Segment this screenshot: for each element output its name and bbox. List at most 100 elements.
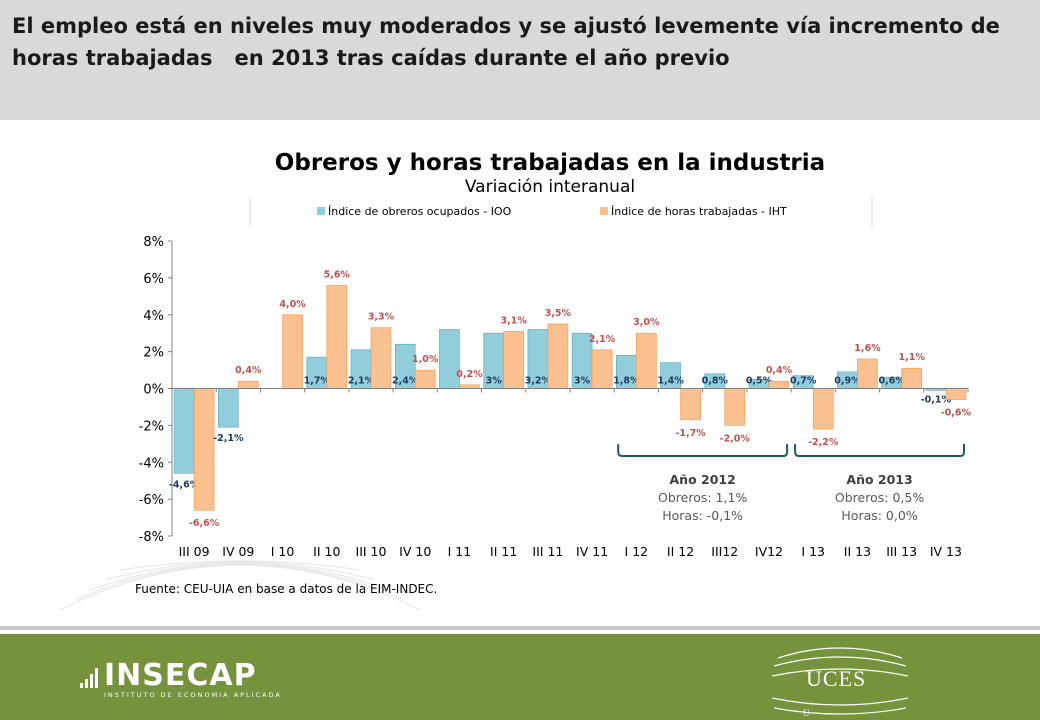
data-label-ioo: 1,8% <box>613 376 640 387</box>
data-label-ioo: 0,5% <box>746 376 773 387</box>
data-label-iht: 0,2% <box>456 369 483 380</box>
y-tick-label: -6% <box>139 493 164 508</box>
data-label-iht: 4,0% <box>279 299 306 310</box>
bar-iht <box>591 349 613 389</box>
legend-label-iht: Índice de horas trabajadas - IHT <box>611 205 787 218</box>
data-label-iht: 1,1% <box>898 352 925 363</box>
annotation-title: Año 2013 <box>846 472 912 487</box>
data-label-ioo: 2,4% <box>392 376 419 387</box>
annotation-line: Obreros: 1,1% <box>658 490 747 505</box>
bar-iht <box>459 384 480 389</box>
bar-ioo <box>218 388 239 428</box>
bar-iht <box>193 388 215 511</box>
data-label-iht: -2,2% <box>808 437 839 448</box>
y-tick-label: -4% <box>139 456 164 471</box>
x-tick-label: IV 09 <box>222 544 254 559</box>
y-tick-label: -2% <box>139 419 164 434</box>
data-label-iht: 3,5% <box>545 308 572 319</box>
bar-iht <box>503 331 524 389</box>
uces-logo-small: U <box>803 708 810 718</box>
bar-iht <box>812 388 834 430</box>
x-tick-label: II 12 <box>667 544 694 559</box>
slide-headline: El empleo está en niveles muy moderados … <box>12 14 1008 70</box>
data-label-iht: -0,6% <box>941 408 972 419</box>
data-label-ioo: 0,9% <box>834 376 861 387</box>
bar-iht <box>370 327 392 389</box>
x-tick-label: III 11 <box>532 544 563 559</box>
data-label-iht: 0,4% <box>235 365 262 376</box>
bar-iht <box>857 358 878 389</box>
data-label-iht: 3,0% <box>633 317 660 328</box>
uces-logo: UCES U <box>760 636 920 720</box>
data-label-iht: -6,6% <box>189 518 220 529</box>
data-label-iht: 3,3% <box>368 312 395 323</box>
x-tick-label: III 10 <box>356 544 387 559</box>
x-tick-label: IV 11 <box>576 544 608 559</box>
data-label-iht: 5,6% <box>324 269 351 280</box>
x-tick-label: III12 <box>711 544 738 559</box>
annotation-line: Horas: 0,0% <box>841 508 917 523</box>
annotation-bracket <box>617 444 789 457</box>
chart-legend: Índice de obreros ocupados - IOO Índice … <box>249 197 873 227</box>
data-label-iht: -1,7% <box>675 428 706 439</box>
footer-band <box>0 634 1040 720</box>
annotation-line: Horas: -0,1% <box>662 508 743 523</box>
annotation-line: Obreros: 0,5% <box>835 490 924 505</box>
data-label-ioo: 3% <box>574 376 591 387</box>
chart-title: Obreros y horas trabajadas en la industr… <box>275 150 825 176</box>
data-label-ioo: 3% <box>486 376 503 387</box>
y-tick-label: 2% <box>143 346 164 361</box>
data-label-ioo: -0,1% <box>921 395 952 406</box>
x-tick-label: IV 10 <box>399 544 431 559</box>
bar-iht <box>901 367 922 389</box>
x-tick-label: I 13 <box>801 544 825 559</box>
bar-iht <box>238 380 259 389</box>
data-label-ioo: 1,7% <box>304 376 331 387</box>
uces-logo-name: UCES <box>806 666 867 691</box>
data-label-iht: -2,0% <box>720 433 751 444</box>
data-label-ioo: 0,8% <box>702 376 729 387</box>
bar-iht <box>680 388 701 421</box>
annotation-title: Año 2012 <box>670 472 736 487</box>
footer-divider <box>0 626 1040 630</box>
bar-iht <box>326 284 348 389</box>
chart-subtitle: Variación interanual <box>465 177 635 197</box>
data-label-ioo: -4,6% <box>169 479 200 490</box>
chart: Obreros y horas trabajadas en la industr… <box>59 150 972 611</box>
x-tick-label: III 09 <box>179 544 210 559</box>
data-label-iht: 1,6% <box>854 343 881 354</box>
x-tick-label: I 10 <box>271 544 295 559</box>
data-label-ioo: 0,6% <box>878 376 905 387</box>
source-note: Fuente: CEU-UIA en base a datos de la EI… <box>135 582 437 596</box>
y-tick-label: 8% <box>143 235 164 250</box>
x-tick-label: I 12 <box>625 544 649 559</box>
header-band: El empleo está en niveles muy moderados … <box>0 0 1040 120</box>
x-tick-label: IV 13 <box>930 544 962 559</box>
x-tick-label: III 13 <box>886 544 917 559</box>
plot-area: 8% 6% 4% 2% 0% -2% -4% -6% -8% -4,6% -6,6% -2,1% 0,4… <box>139 235 972 559</box>
y-tick-label: 0% <box>143 383 164 398</box>
data-label-ioo: 2,1% <box>348 376 375 387</box>
x-tick-label: II 13 <box>844 544 871 559</box>
bar-iht <box>768 380 790 389</box>
data-label-iht: 2,1% <box>589 334 616 345</box>
y-tick-label: -8% <box>139 530 164 545</box>
x-tick-label: IV12 <box>755 544 783 559</box>
legend-label-ioo: Índice de obreros ocupados - IOO <box>328 205 512 218</box>
legend-swatch-ioo <box>317 207 325 215</box>
data-label-iht: 1,0% <box>412 354 439 365</box>
bar-iht <box>945 388 967 400</box>
bar-ioo <box>173 388 195 474</box>
y-tick-label: 6% <box>143 272 164 287</box>
x-tick-label: II 11 <box>490 544 517 559</box>
x-tick-label: II 10 <box>313 544 340 559</box>
data-label-ioo: 0,7% <box>790 376 817 387</box>
bars-icon <box>80 666 100 688</box>
insecap-logo-name: INSECAP <box>104 658 257 693</box>
x-tick-label: I 11 <box>448 544 472 559</box>
data-label-ioo: 3,2% <box>525 376 552 387</box>
y-tick-label: 4% <box>143 309 164 324</box>
bar-iht <box>724 388 746 426</box>
bar-iht <box>282 314 303 389</box>
bar-iht <box>547 323 569 389</box>
